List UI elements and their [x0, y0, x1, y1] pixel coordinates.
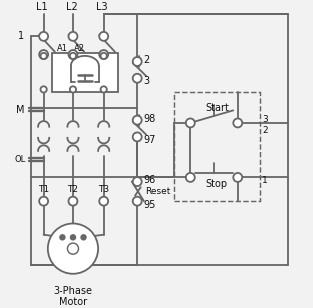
Text: T2: T2 [68, 185, 79, 194]
Circle shape [48, 224, 98, 274]
Text: T1: T1 [38, 185, 49, 194]
Bar [173, 92, 260, 201]
Circle shape [67, 243, 79, 254]
Circle shape [40, 53, 47, 59]
Circle shape [39, 50, 48, 59]
Text: M: M [16, 104, 25, 115]
Circle shape [186, 173, 195, 182]
Circle shape [39, 197, 48, 206]
Text: L3: L3 [96, 2, 108, 12]
Text: 97: 97 [143, 135, 156, 145]
Text: L1: L1 [36, 2, 48, 12]
Circle shape [133, 132, 142, 141]
Text: 2: 2 [262, 126, 268, 135]
Text: 1: 1 [262, 176, 268, 185]
Circle shape [99, 32, 108, 41]
Circle shape [233, 173, 242, 182]
Circle shape [186, 119, 195, 128]
Circle shape [233, 119, 242, 128]
Circle shape [70, 86, 76, 92]
Circle shape [133, 116, 142, 125]
Circle shape [133, 57, 142, 66]
Text: L2: L2 [66, 2, 77, 12]
Circle shape [133, 177, 142, 186]
Circle shape [133, 197, 142, 206]
Text: A1: A1 [57, 44, 68, 53]
Circle shape [60, 235, 65, 240]
Circle shape [40, 86, 47, 92]
Circle shape [69, 197, 77, 206]
Circle shape [133, 74, 142, 83]
Circle shape [70, 53, 76, 59]
Text: 95: 95 [143, 200, 156, 209]
Text: A2: A2 [74, 44, 85, 53]
Text: 96: 96 [143, 175, 156, 185]
Text: 3: 3 [262, 115, 268, 124]
Text: Reset: Reset [146, 188, 171, 197]
Circle shape [100, 86, 107, 92]
Bar [52, 53, 118, 92]
Text: 1: 1 [18, 31, 24, 41]
Text: Stop: Stop [206, 179, 228, 189]
Circle shape [99, 50, 108, 59]
Text: 3-Phase
Motor: 3-Phase Motor [54, 286, 92, 307]
Circle shape [39, 32, 48, 41]
Circle shape [69, 32, 77, 41]
Text: OL: OL [14, 155, 26, 164]
Circle shape [81, 235, 86, 240]
Text: T3: T3 [98, 185, 109, 194]
Text: Start: Start [205, 103, 229, 113]
Text: 3: 3 [143, 76, 150, 86]
Circle shape [99, 197, 108, 206]
Text: 98: 98 [143, 114, 156, 124]
Circle shape [100, 53, 107, 59]
Text: 2: 2 [143, 55, 150, 65]
Circle shape [69, 50, 77, 59]
Circle shape [70, 235, 75, 240]
